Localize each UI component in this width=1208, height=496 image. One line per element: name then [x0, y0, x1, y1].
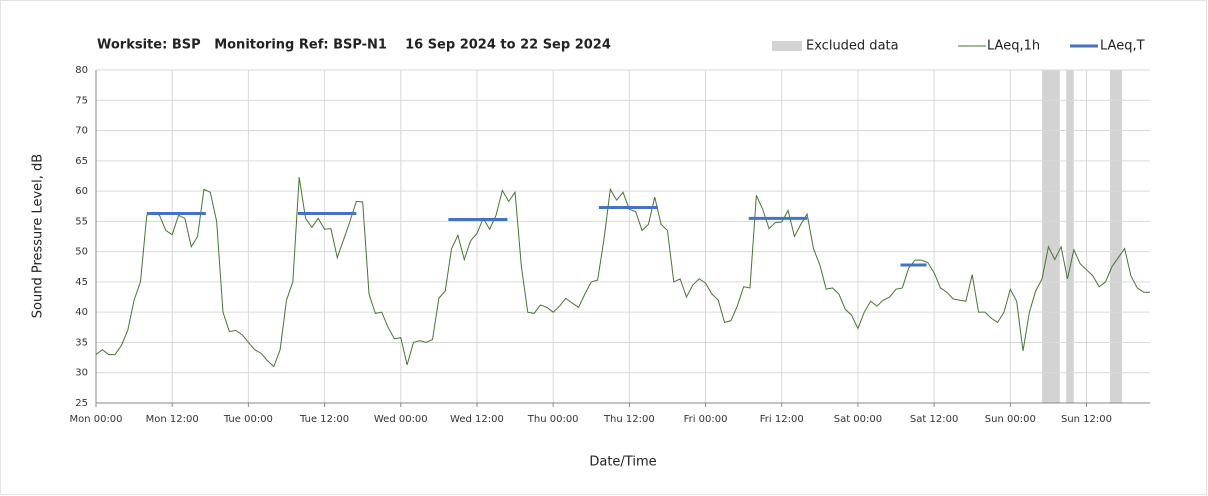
y-tick-label: 25: [75, 398, 88, 409]
x-tick-label: Sat 12:00: [910, 414, 958, 425]
y-tick-label: 40: [75, 307, 88, 318]
x-tick-label: Tue 00:00: [223, 414, 273, 425]
y-tick-label: 70: [75, 126, 88, 137]
legend-label: Excluded data: [806, 39, 899, 54]
x-tick-label: Wed 00:00: [374, 414, 428, 425]
x-tick-label: Sun 00:00: [985, 414, 1036, 425]
y-axis-label: Sound Pressure Level, dB: [31, 154, 46, 318]
laeq-1h-line: [95, 177, 1150, 368]
y-tick-label: 80: [75, 65, 88, 76]
y-tick-label: 75: [75, 95, 88, 106]
x-tick-label: Fri 00:00: [684, 414, 728, 425]
x-tick-label: Mon 12:00: [146, 414, 199, 425]
y-tick-label: 45: [75, 277, 88, 288]
chart-title: Worksite: BSP Monitoring Ref: BSP-N1 16 …: [97, 38, 611, 53]
x-axis-label: Date/Time: [589, 455, 656, 470]
legend-label: LAeq,T: [1100, 39, 1145, 54]
x-tick-label: Thu 00:00: [527, 414, 579, 425]
x-tick-label: Tue 12:00: [299, 414, 349, 425]
x-tick-label: Sat 00:00: [834, 414, 882, 425]
x-tick-label: Thu 12:00: [603, 414, 655, 425]
excluded-band: [1066, 70, 1074, 403]
x-tick-label: Wed 12:00: [450, 414, 504, 425]
y-tick-label: 55: [75, 216, 88, 227]
x-tick-label: Sun 12:00: [1061, 414, 1112, 425]
excluded-band: [1109, 70, 1123, 403]
legend-swatch: [772, 41, 802, 51]
x-tick-label: Mon 00:00: [69, 414, 122, 425]
legend-label: LAeq,1h: [987, 39, 1040, 54]
y-tick-label: 50: [75, 247, 88, 258]
y-tick-label: 60: [75, 186, 88, 197]
x-tick-label: Fri 12:00: [760, 414, 804, 425]
y-tick-label: 35: [75, 337, 88, 348]
excluded-band: [1042, 70, 1060, 403]
y-tick-label: 65: [75, 156, 88, 167]
y-tick-label: 30: [75, 368, 88, 379]
